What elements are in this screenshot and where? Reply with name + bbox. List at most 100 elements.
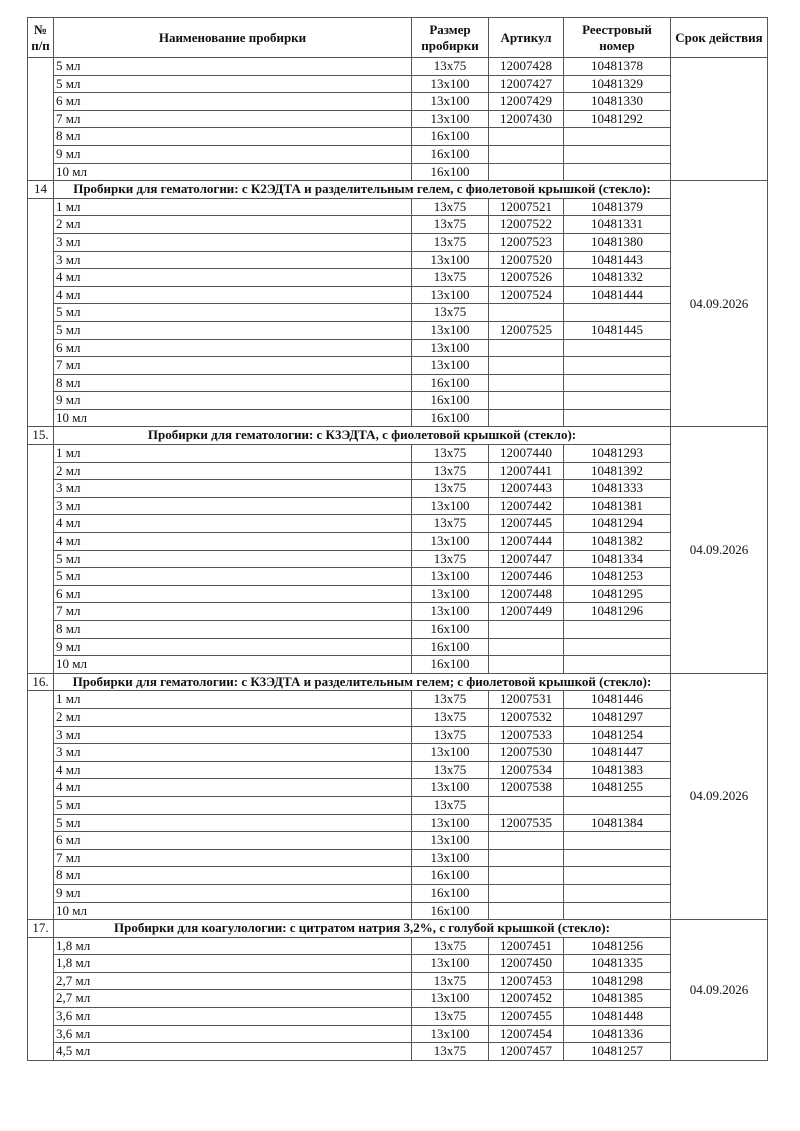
tube-size: 13x100 <box>411 320 489 340</box>
tube-name: 4,5 мл <box>53 1042 412 1061</box>
tubes-table: № п/п Наименование пробирки Размер проби… <box>27 17 768 1061</box>
tube-size: 13x75 <box>411 707 489 727</box>
tube-name: 5 мл <box>53 74 412 94</box>
tube-article <box>488 831 564 850</box>
tube-article <box>488 408 564 428</box>
table-row: 5 мл 13x75 <box>28 303 768 322</box>
tube-size: 13x75 <box>411 549 489 569</box>
tube-size: 13x75 <box>411 57 489 76</box>
tube-article: 12007526 <box>488 268 564 287</box>
tube-article: 12007532 <box>488 707 564 727</box>
tube-size: 16x100 <box>411 408 489 428</box>
tube-article <box>488 637 564 657</box>
table-row: 9 мл 16x100 <box>28 391 768 410</box>
tube-registry: 10481447 <box>563 743 671 762</box>
tube-registry: 10481294 <box>563 514 671 534</box>
tube-article: 12007430 <box>488 109 564 129</box>
tube-article: 12007447 <box>488 549 564 569</box>
tube-name: 3 мл <box>53 743 412 762</box>
table-row: 9 мл 16x100 <box>28 637 768 657</box>
tube-registry <box>563 144 671 164</box>
tube-registry: 10481332 <box>563 268 671 287</box>
tube-registry: 10481335 <box>563 954 671 973</box>
tube-article: 12007444 <box>488 532 564 551</box>
tube-size: 16x100 <box>411 144 489 164</box>
tube-registry: 10481445 <box>563 320 671 340</box>
table-row: 4 мл 13x100 12007538 10481255 <box>28 778 768 797</box>
table-header-row: № п/п Наименование пробирки Размер проби… <box>27 17 768 58</box>
tube-article: 12007453 <box>488 971 564 991</box>
tube-registry <box>563 831 671 850</box>
tube-registry <box>563 901 671 921</box>
tube-size: 13x75 <box>411 795 489 815</box>
tube-size: 13x100 <box>411 285 489 305</box>
tube-size: 13x75 <box>411 461 489 481</box>
term-date: 04.09.2026 <box>670 672 768 921</box>
tube-size: 13x75 <box>411 444 489 463</box>
tube-size: 13x100 <box>411 338 489 358</box>
tube-article: 12007533 <box>488 725 564 745</box>
tube-registry: 10481446 <box>563 690 671 709</box>
tube-registry: 10481295 <box>563 584 671 604</box>
tube-name: 1 мл <box>53 690 412 709</box>
tube-name: 7 мл <box>53 602 412 621</box>
section-row: 15. Пробирки для гематологии: с К3ЭДТА, с… <box>27 426 768 674</box>
tube-name: 6 мл <box>53 338 412 358</box>
tube-size: 16x100 <box>411 883 489 903</box>
tube-article: 12007534 <box>488 760 564 780</box>
tube-name: 4 мл <box>53 285 412 305</box>
tube-name: 4 мл <box>53 532 412 551</box>
tube-size: 13x100 <box>411 778 489 797</box>
section-number: 14 <box>27 180 54 199</box>
tube-registry: 10481392 <box>563 461 671 481</box>
table-row: 4,5 мл 13x75 12007457 10481257 <box>28 1042 768 1061</box>
tube-article: 12007440 <box>488 444 564 463</box>
tube-article: 12007445 <box>488 514 564 534</box>
tube-article <box>488 144 564 164</box>
tube-size: 13x100 <box>411 74 489 94</box>
section-row: 14 Пробирки для гематологии: с К2ЭДТА и р… <box>27 180 768 428</box>
tube-size: 16x100 <box>411 901 489 921</box>
table-row: 6 мл 13x100 <box>28 831 768 850</box>
table-row: 10 мл 16x100 <box>28 408 768 428</box>
table-row: 4 мл 13x100 12007444 10481382 <box>28 532 768 551</box>
section-title: Пробирки для гематологии: с К3ЭДТА и раз… <box>53 672 671 692</box>
tube-name: 9 мл <box>53 637 412 657</box>
tube-registry: 10481443 <box>563 250 671 270</box>
table-row: 2,7 мл 13x100 12007452 10481385 <box>28 989 768 1009</box>
tube-name: 2 мл <box>53 215 412 234</box>
header-article: Артикул <box>488 17 564 58</box>
section-title: Пробирки для гематологии: с К2ЭДТА и раз… <box>53 180 671 199</box>
tube-article: 12007457 <box>488 1042 564 1061</box>
tube-registry: 10481298 <box>563 971 671 991</box>
tube-name: 5 мл <box>53 549 412 569</box>
tube-name: 4 мл <box>53 760 412 780</box>
table-row: 3,6 мл 13x100 12007454 10481336 <box>28 1024 768 1044</box>
section-title: Пробирки для коагулологии: с цитратом на… <box>53 919 671 938</box>
tube-size: 13x75 <box>411 1007 489 1026</box>
tube-article: 12007535 <box>488 813 564 833</box>
tube-article <box>488 356 564 375</box>
tube-registry <box>563 338 671 358</box>
header-term: Срок действия <box>670 17 768 58</box>
table-row: 3 мл 13x75 12007523 10481380 <box>28 232 768 252</box>
table-row: 2 мл 13x75 12007441 10481392 <box>28 461 768 481</box>
tube-name: 3,6 мл <box>53 1024 412 1044</box>
table-row: 3 мл 13x75 12007443 10481333 <box>28 479 768 498</box>
table-row: 6 мл 13x100 12007429 10481330 <box>28 92 768 111</box>
table-row: 3 мл 13x100 12007530 10481447 <box>28 743 768 762</box>
section-row: 16. Пробирки для гематологии: с К3ЭДТА и … <box>27 672 768 921</box>
tube-name: 5 мл <box>53 813 412 833</box>
tube-size: 13x75 <box>411 268 489 287</box>
tube-name: 7 мл <box>53 356 412 375</box>
tube-registry: 10481383 <box>563 760 671 780</box>
tube-registry: 10481448 <box>563 1007 671 1026</box>
table-row: 1,8 мл 13x100 12007450 10481335 <box>28 954 768 973</box>
tube-registry: 10481297 <box>563 707 671 727</box>
tube-name: 2,7 мл <box>53 971 412 991</box>
table-row: 1 мл 13x75 12007440 10481293 <box>27 444 768 674</box>
tube-size: 13x100 <box>411 602 489 621</box>
tube-article: 12007446 <box>488 567 564 586</box>
tube-size: 13x75 <box>411 514 489 534</box>
tube-name: 4 мл <box>53 268 412 287</box>
